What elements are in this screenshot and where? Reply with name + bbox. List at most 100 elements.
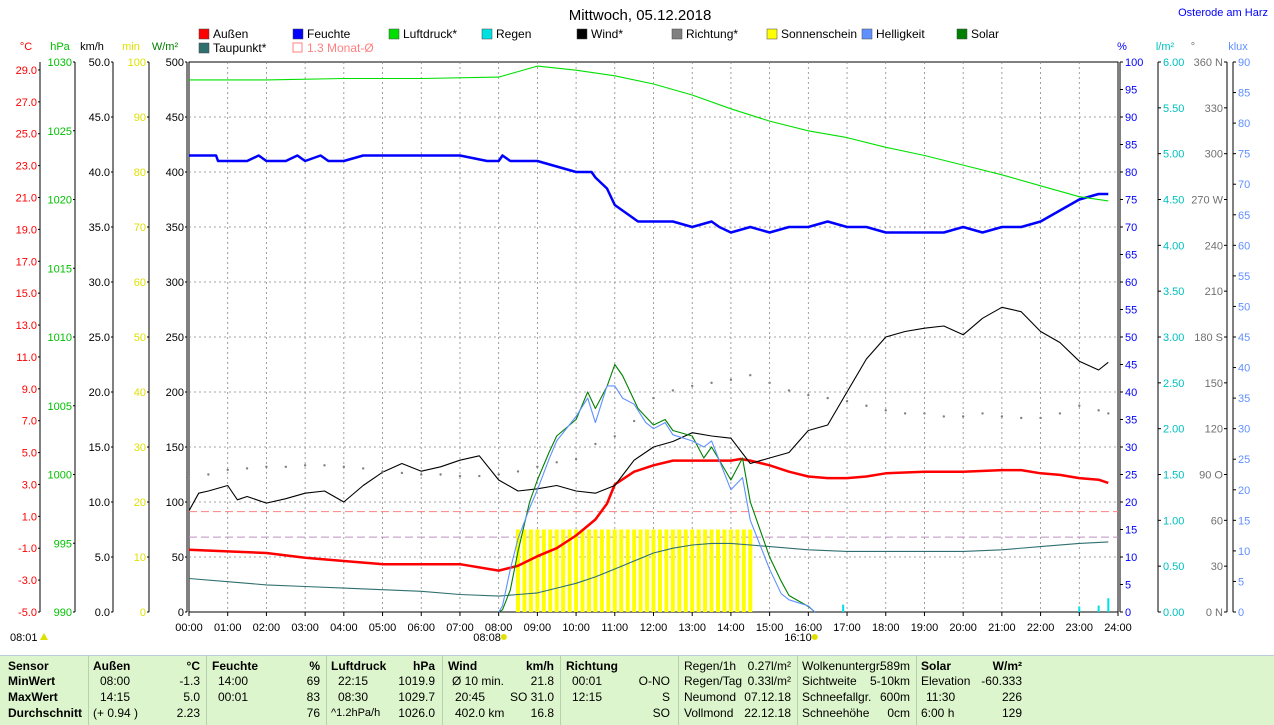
sichtweite-label: Sichtweite bbox=[802, 674, 857, 688]
sunshine-bar bbox=[619, 529, 624, 612]
wind-tick-label: 0.0 bbox=[95, 607, 110, 619]
sunshine-bar bbox=[735, 529, 740, 612]
sunshine-bar bbox=[722, 529, 727, 612]
lux-tick-label: 65 bbox=[1238, 210, 1250, 222]
legend-swatch bbox=[292, 28, 304, 40]
dir-tick-label: 120 bbox=[1205, 424, 1223, 436]
solar-avg-label: 6:00 h bbox=[921, 706, 955, 720]
rain-bar bbox=[1097, 605, 1100, 612]
sunshine-bar bbox=[548, 529, 553, 612]
rain-tick-label: 0.50 bbox=[1163, 561, 1184, 573]
rain-tick-label: 2.50 bbox=[1163, 378, 1184, 390]
regen-1h-label: Regen/1h bbox=[684, 659, 737, 673]
right-axes: 1009590858075706560555045403530252015105… bbox=[1119, 57, 1250, 619]
direction-point bbox=[1020, 416, 1023, 420]
direction-point bbox=[787, 389, 791, 392]
direction-point bbox=[845, 399, 849, 403]
press-tick-label: 1005 bbox=[48, 401, 72, 413]
solar-tick-label: 100 bbox=[166, 497, 184, 509]
luftdruck-avg-note: ^1.2hPa/h bbox=[331, 707, 381, 719]
hum-tick-label: 20 bbox=[1125, 497, 1137, 509]
direction-point bbox=[478, 474, 481, 478]
temp-tick-label: 5.0 bbox=[22, 448, 37, 460]
direction-point bbox=[303, 464, 307, 467]
sun-tick-label: 60 bbox=[134, 277, 146, 289]
legend-swatch bbox=[292, 42, 303, 53]
feuchte-max-val: 83 bbox=[306, 690, 320, 704]
weather-chart: Mittwoch, 05.12.2018 Osterode am Harz Au… bbox=[10, 7, 1268, 644]
sunrise-marker bbox=[500, 634, 507, 640]
feuchte-line bbox=[189, 154, 1109, 234]
x-tick-label: 23:00 bbox=[1066, 622, 1094, 634]
press-tick-label: 995 bbox=[54, 538, 72, 550]
legend-swatch bbox=[481, 28, 493, 40]
richtung-min-val: O-NO bbox=[638, 674, 670, 688]
lux-tick-label: 45 bbox=[1238, 332, 1250, 344]
direction-point bbox=[632, 419, 636, 423]
sunshine-bar bbox=[599, 529, 604, 612]
lux-tick-label: 60 bbox=[1238, 240, 1250, 252]
hum-tick-label: 0 bbox=[1125, 607, 1131, 619]
wind-tick-label: 50.0 bbox=[89, 57, 110, 69]
rain-tick-label: 5.00 bbox=[1163, 149, 1184, 161]
temp-tick-label: 25.0 bbox=[16, 129, 37, 141]
sun-tick-label: 0 bbox=[140, 607, 146, 619]
wolken-label: Wolkenuntergr. bbox=[802, 659, 883, 673]
direction-point bbox=[749, 373, 752, 377]
solar-max-time: 11:30 bbox=[926, 690, 956, 704]
sunshine-bar bbox=[625, 529, 630, 612]
temp-tick-label: -3.0 bbox=[18, 575, 37, 587]
lux-tick-label: 75 bbox=[1238, 149, 1250, 161]
direction-point bbox=[652, 396, 655, 400]
hum-tick-label: 95 bbox=[1125, 85, 1137, 97]
direction-point bbox=[613, 435, 616, 438]
feuchte-avg-val: 76 bbox=[306, 706, 320, 720]
direction-point bbox=[768, 381, 771, 385]
rain-tick-label: 6.00 bbox=[1163, 57, 1184, 69]
solar-max-val: 226 bbox=[1001, 690, 1022, 704]
hum-tick-label: 25 bbox=[1125, 470, 1137, 482]
lux-tick-label: 35 bbox=[1238, 393, 1250, 405]
press-tick-label: 1030 bbox=[48, 57, 72, 69]
sun-tick-label: 80 bbox=[134, 167, 146, 179]
sunrise-label: 08:08 bbox=[473, 632, 501, 644]
wind-tick-label: 10.0 bbox=[89, 497, 110, 509]
wind-max-time: 20:45 bbox=[455, 690, 486, 704]
solar-tick-label: 450 bbox=[166, 112, 184, 124]
x-tick-label: 01:00 bbox=[214, 622, 242, 634]
hum-tick-label: 85 bbox=[1125, 140, 1137, 152]
sunshine-bar bbox=[606, 529, 611, 612]
hum-tick-label: 65 bbox=[1125, 250, 1137, 262]
dir-axis-unit: ° bbox=[1191, 41, 1195, 53]
x-tick-label: 08:00 bbox=[485, 622, 513, 634]
solar-elev-val: -60.333 bbox=[981, 674, 1022, 688]
solar-tick-label: 200 bbox=[166, 387, 184, 399]
sunshine-bar bbox=[651, 529, 656, 612]
x-tick-label: 21:00 bbox=[988, 622, 1016, 634]
außen-line bbox=[188, 457, 1109, 572]
legend-swatch bbox=[198, 28, 210, 40]
sunshine-bar bbox=[586, 529, 591, 612]
hum-tick-label: 55 bbox=[1125, 305, 1137, 317]
sunshine-bar bbox=[554, 529, 559, 612]
dir-tick-label: 210 bbox=[1205, 286, 1223, 298]
solar-elev-label: Elevation bbox=[921, 674, 971, 688]
x-tick-label: 00:00 bbox=[175, 622, 203, 634]
temp-tick-label: 29.0 bbox=[16, 65, 37, 77]
wind-tick-label: 45.0 bbox=[89, 112, 110, 124]
hum-axis-unit: % bbox=[1117, 41, 1127, 53]
x-tick-label: 09:00 bbox=[524, 622, 552, 634]
legend-swatch bbox=[861, 28, 873, 40]
direction-point bbox=[323, 464, 326, 467]
sunshine-bar bbox=[716, 529, 721, 612]
dir-tick-label: 150 bbox=[1205, 378, 1223, 390]
solar-tick-label: 400 bbox=[166, 167, 184, 179]
lux-tick-label: 55 bbox=[1238, 271, 1250, 283]
legend-swatch bbox=[198, 42, 210, 54]
direction-point bbox=[671, 389, 675, 392]
temp-tick-label: 3.0 bbox=[22, 479, 37, 491]
x-tick-label: 16:00 bbox=[795, 622, 823, 634]
hum-tick-label: 30 bbox=[1125, 442, 1137, 454]
press-tick-label: 990 bbox=[54, 607, 72, 619]
wind-line bbox=[188, 306, 1109, 512]
